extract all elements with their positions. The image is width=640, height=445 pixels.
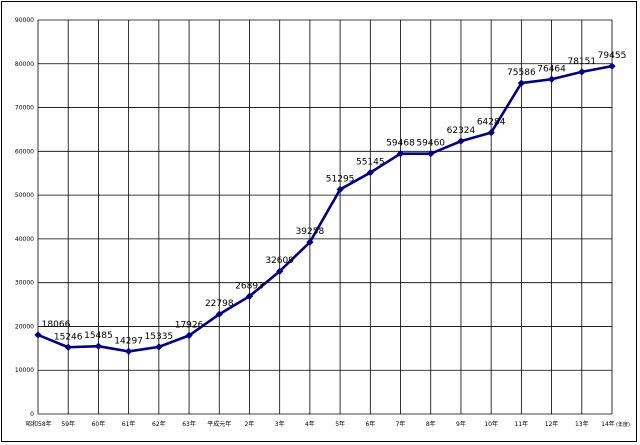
x-tick-label: 平成元年 [207, 420, 231, 428]
data-label: 51295 [326, 174, 355, 184]
data-label: 15485 [84, 331, 113, 341]
data-point-marker [366, 168, 374, 177]
data-point-marker [245, 292, 254, 300]
data-point-marker [578, 68, 586, 76]
data-label: 17926 [175, 321, 204, 331]
data-label: 62324 [447, 126, 476, 136]
y-axis: 0 10000 20000 30000 40000 50000 60000 70000 8000… [15, 17, 34, 418]
x-tick-label: 10年 [484, 420, 498, 428]
x-tick-label: 12年 [545, 420, 559, 428]
x-tick-label: 11年 [515, 420, 529, 428]
x-tick-label: 3年 [275, 420, 285, 428]
x-tick-label: 13年 [575, 420, 589, 428]
data-label: 75586 [507, 68, 536, 78]
y-tick-label: 20000 [15, 323, 34, 330]
series-line [34, 62, 616, 356]
data-point-marker [336, 185, 344, 194]
data-label: 59460 [416, 139, 445, 149]
data-point-marker [64, 343, 72, 351]
data-label: 22798 [205, 299, 234, 309]
data-label: 55145 [356, 158, 385, 168]
x-tick-label: 59年 [61, 420, 75, 428]
data-point-marker [276, 267, 284, 275]
data-point-marker [427, 150, 435, 158]
y-tick-label: 80000 [15, 61, 34, 68]
y-tick-label: 50000 [15, 192, 34, 199]
grid-lines [37, 19, 613, 415]
x-tick-label: 4年 [305, 420, 315, 428]
x-tick-label: 8年 [426, 420, 436, 428]
x-tick-label: 62年 [152, 420, 166, 428]
data-point-marker [547, 75, 556, 83]
data-label: 76464 [537, 64, 566, 74]
data-label: 15335 [145, 332, 174, 342]
data-point-marker [517, 79, 525, 87]
x-tick-label: 2年 [245, 420, 255, 428]
x-tick-label: 63年 [182, 420, 196, 428]
data-label: 78151 [567, 57, 596, 67]
data-point-marker [215, 310, 223, 318]
data-point-marker [306, 238, 314, 246]
data-label: 15246 [54, 332, 83, 342]
x-axis-unit-label: (年度) [616, 421, 630, 428]
x-tick-label: 6年 [365, 420, 375, 428]
x-tick-label: 61年 [122, 420, 136, 428]
x-tick-label: 9年 [456, 420, 466, 428]
y-tick-label: 0 [30, 411, 34, 418]
x-tick-label: 5年 [335, 420, 345, 428]
x-tick-label: 14年 [601, 420, 615, 428]
data-label: 18066 [42, 320, 71, 330]
y-tick-label: 90000 [15, 17, 34, 24]
data-label: 59468 [386, 139, 415, 149]
data-point-marker [94, 342, 103, 350]
data-point-marker [457, 137, 465, 145]
series-polyline [37, 64, 613, 353]
data-label: 32609 [265, 256, 294, 266]
data-point-marker [125, 347, 133, 356]
x-tick-label: 昭和58年 [26, 420, 52, 428]
x-tick-label: 60年 [92, 420, 106, 428]
data-point-marker [487, 128, 495, 137]
y-tick-label: 30000 [15, 280, 34, 287]
data-label: 14297 [114, 336, 143, 346]
data-point-marker [396, 150, 405, 158]
y-tick-label: 40000 [15, 236, 34, 243]
data-label: 26893 [235, 281, 264, 291]
data-label: 39258 [296, 227, 325, 237]
data-point-marker [155, 343, 163, 351]
x-axis: 昭和58年 59年 60年 61年 62年 63年 平成元年 2年 3年 4年 5年 6年 7年 8年 9年… [26, 420, 615, 428]
x-tick-label: 7年 [396, 420, 406, 428]
y-tick-label: 70000 [15, 105, 34, 112]
data-label: 64284 [477, 118, 506, 128]
y-tick-label: 60000 [15, 148, 34, 155]
data-point-marker [185, 331, 193, 340]
data-point-marker [608, 62, 616, 70]
data-label: 79455 [598, 51, 627, 61]
data-point-marker [34, 331, 42, 339]
y-tick-label: 10000 [15, 367, 34, 374]
